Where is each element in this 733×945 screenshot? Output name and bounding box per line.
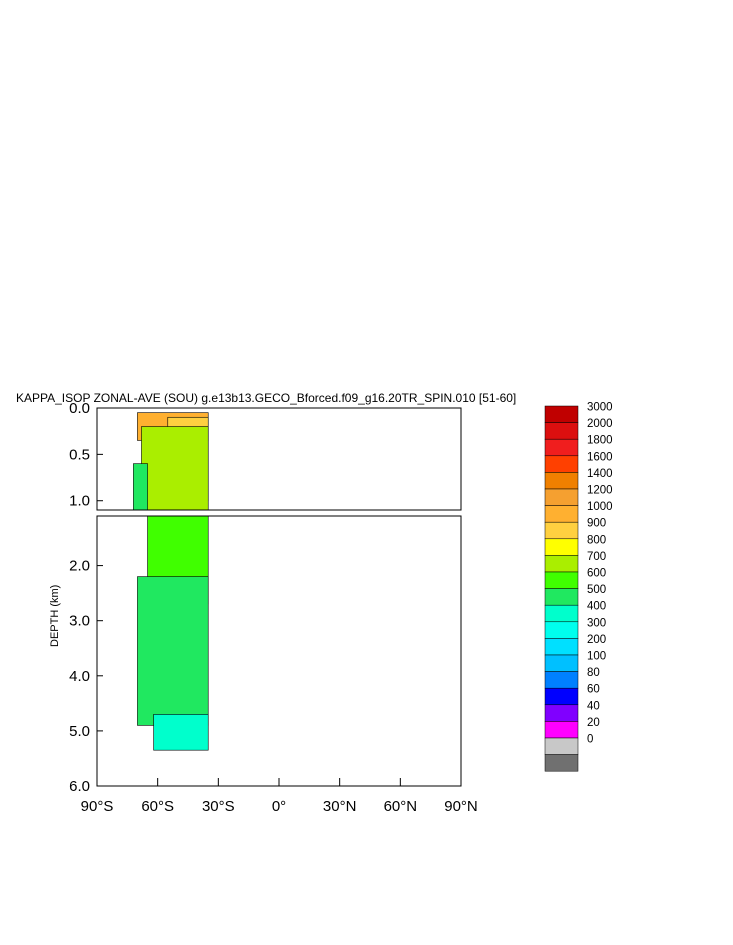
lower-field-400-3 xyxy=(153,714,209,751)
colorbar-swatch-20 xyxy=(544,721,579,739)
x-axis: 90°S 60°S 30°S 0° 30°N 60°N 90°N xyxy=(81,778,478,815)
lower-ytick-label-6.0: 6.0 xyxy=(69,778,90,795)
lower-field-500-2 xyxy=(137,576,209,726)
colorbar-label-700: 700 xyxy=(587,551,606,563)
upper-field-700-2 xyxy=(141,426,209,511)
colorbar-label-40: 40 xyxy=(587,700,600,712)
colorbar-swatch-80 xyxy=(544,671,579,689)
colorbar-swatch-700 xyxy=(544,555,579,573)
y-axis-label: DEPTH (km) xyxy=(49,585,61,647)
colorbar-swatch-400 xyxy=(544,604,579,623)
colorbar-label-0: 0 xyxy=(587,734,593,746)
colorbar-label-1200: 1200 xyxy=(587,485,613,497)
upper-y-axis: 0.0 0.5 1.0 xyxy=(69,400,103,510)
colorbar-label-20: 20 xyxy=(587,717,600,729)
upper-ytick-label-0.5: 0.5 xyxy=(69,446,90,463)
colorbar-label-100: 100 xyxy=(587,651,606,663)
lower-ytick-label-4.0: 4.0 xyxy=(69,668,90,685)
colorbar-swatch-1400 xyxy=(544,472,579,490)
colorbar-swatch-bottom xyxy=(544,754,579,772)
xtick-label--60: 60°S xyxy=(141,798,174,815)
colorbar-swatch-1800 xyxy=(544,438,579,457)
colorbar-label-800: 800 xyxy=(587,534,606,546)
colorbar-label-900: 900 xyxy=(587,518,606,530)
colorbar-swatch-900 xyxy=(544,521,579,540)
colorbar-label-1800: 1800 xyxy=(587,435,613,447)
colorbar-swatch-60 xyxy=(544,687,579,706)
colorbar-swatch-500 xyxy=(544,588,579,606)
xtick-label--30: 30°S xyxy=(202,798,235,815)
colorbar-swatch-200 xyxy=(544,638,579,656)
colorbar-swatch-800 xyxy=(544,538,579,556)
colorbar-label-3000: 3000 xyxy=(587,402,613,414)
colorbar-swatch-40 xyxy=(544,704,579,722)
upper-panel: 0.0 0.5 1.0 xyxy=(69,400,462,511)
lower-ytick-label-5.0: 5.0 xyxy=(69,723,90,740)
colorbar-swatch-1000 xyxy=(544,505,579,523)
upper-panel-frame xyxy=(96,407,462,511)
xtick-label-0: 0° xyxy=(272,798,286,815)
xtick-label-90: 90°N xyxy=(444,798,478,815)
xtick-label-60: 60°N xyxy=(384,798,418,815)
colorbar-label-300: 300 xyxy=(587,617,606,629)
lower-ytick-label-3.0: 3.0 xyxy=(69,613,90,630)
colorbar-label-600: 600 xyxy=(587,568,606,580)
colorbar-label-60: 60 xyxy=(587,684,600,696)
lower-field xyxy=(137,515,209,751)
upper-ytick-label-1.0: 1.0 xyxy=(69,493,90,510)
colorbar-label-200: 200 xyxy=(587,634,606,646)
lower-panel: 2.03.04.05.06.0 90°S 60°S 30°S 0° 30°N 60°N 90… xyxy=(69,515,478,815)
colorbar-label-1000: 1000 xyxy=(587,501,613,513)
colorbar-swatch-3000 xyxy=(544,405,579,423)
colorbar-swatch-600 xyxy=(544,571,579,589)
colorbar-label-80: 80 xyxy=(587,667,600,679)
colorbar-label-400: 400 xyxy=(587,601,606,613)
colorbar-swatch-2000 xyxy=(544,422,579,440)
lower-ytick-label-2.0: 2.0 xyxy=(69,558,90,575)
lower-y-axis: 2.0 3.0 4.0 5.0 6.0 xyxy=(69,558,103,795)
colorbar-swatch-100 xyxy=(544,654,579,672)
chart-title: KAPPA_ISOP ZONAL-AVE (SOU) g.e13b13.GECO… xyxy=(16,391,516,405)
colorbar-swatch-1200 xyxy=(544,488,579,506)
colorbar-label-2000: 2000 xyxy=(587,418,613,430)
colorbar: 3000200018001600140012001000900800700600… xyxy=(544,402,613,772)
colorbar-swatch-300 xyxy=(544,621,579,639)
colorbar-swatch-0 xyxy=(544,737,579,755)
colorbar-label-1400: 1400 xyxy=(587,468,613,480)
colorbar-label-500: 500 xyxy=(587,584,606,596)
upper-ytick-label-0.0: 0.0 xyxy=(69,400,90,417)
colorbar-label-1600: 1600 xyxy=(587,451,613,463)
upper-field xyxy=(133,412,209,511)
colorbar-swatch-1600 xyxy=(544,455,579,473)
upper-field-500-3 xyxy=(133,463,148,511)
xtick-label-30: 30°N xyxy=(323,798,357,815)
xtick-label--90: 90°S xyxy=(81,798,114,815)
